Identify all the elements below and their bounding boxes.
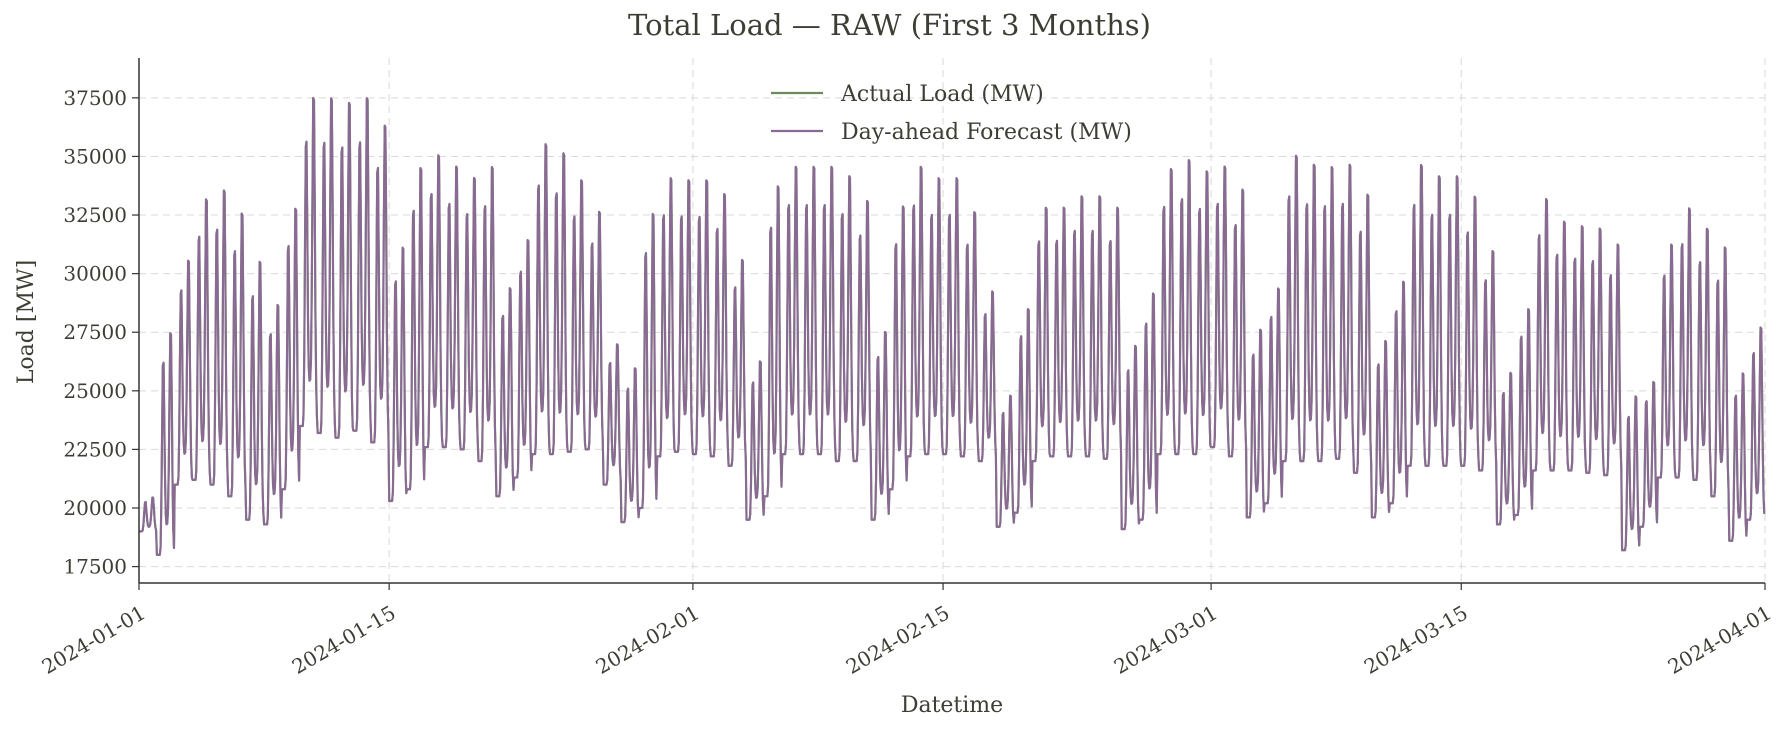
y-tick-label: 17500 <box>63 555 127 579</box>
x-tick-label: 2024-02-01 <box>592 600 704 678</box>
x-tick-label: 2024-01-01 <box>38 600 150 678</box>
y-axis-label: Load [MW] <box>14 260 39 384</box>
x-ticks: 2024-01-01 2024-01-15 2024-02-01 2024-02-15… <box>38 583 1776 679</box>
axes <box>138 58 1765 584</box>
x-tick-label: 2024-03-01 <box>1110 600 1222 678</box>
y-ticks: 17500 20000 22500 25000 27500 30000 32500 35000… <box>63 86 139 579</box>
y-tick-label: 32500 <box>63 203 127 227</box>
x-tick-label: 2024-03-15 <box>1360 600 1472 678</box>
x-tick-label: 2024-02-15 <box>842 600 954 678</box>
legend-label-actual: Actual Load (MW) <box>840 82 1044 107</box>
x-axis-label: Datetime <box>901 693 1003 718</box>
y-tick-label: 22500 <box>63 437 127 461</box>
series-layer <box>138 96 1766 557</box>
y-tick-label: 37500 <box>63 86 127 110</box>
y-tick-label: 27500 <box>63 320 127 344</box>
y-tick-label: 30000 <box>63 262 127 286</box>
series-line-day-ahead-forecast <box>138 97 1766 556</box>
legend: Actual Load (MW) Day-ahead Forecast (MW) <box>771 82 1132 145</box>
y-tick-label: 20000 <box>63 496 127 520</box>
y-tick-label: 35000 <box>63 144 127 168</box>
legend-label-forecast: Day-ahead Forecast (MW) <box>841 120 1132 145</box>
chart-title: Total Load — RAW (First 3 Months) <box>628 8 1151 42</box>
x-tick-label: 2024-01-15 <box>288 600 400 678</box>
y-tick-label: 25000 <box>63 379 127 403</box>
x-tick-label: 2024-04-01 <box>1664 600 1776 678</box>
